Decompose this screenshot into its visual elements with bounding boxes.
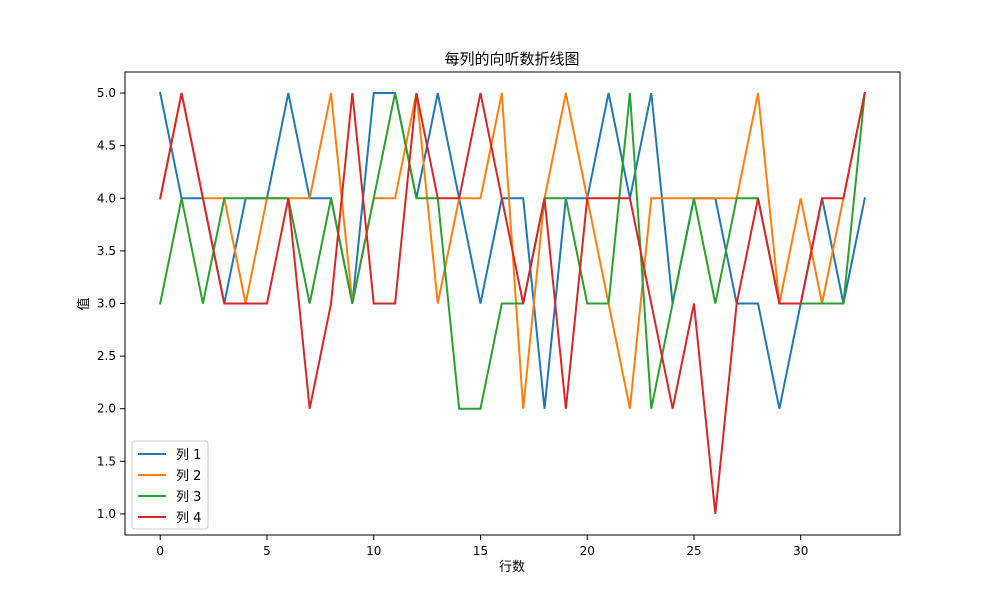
legend-label-3: 列 3: [176, 490, 201, 505]
y-tick-label: 4.5: [97, 139, 116, 153]
y-tick-label: 1.0: [97, 507, 116, 521]
y-tick-label: 3.5: [97, 244, 116, 258]
plot-area: 0 5 10 15 20 25 30 1.0 1.5 2.0 2.5 3.0 3.5 4.0 4.5 5.0: [97, 71, 901, 558]
x-tick-label: 20: [580, 544, 595, 558]
x-tick-label: 0: [156, 544, 164, 558]
x-tick-label: 15: [473, 544, 488, 558]
x-tick-label: 30: [793, 544, 808, 558]
series-line-4: [159, 91, 866, 515]
y-tick-label: 2.0: [97, 402, 116, 416]
chart-title: 每列的向听数折线图: [444, 50, 579, 68]
legend-label-4: 列 4: [176, 511, 201, 526]
legend-label-2: 列 2: [176, 469, 201, 484]
y-tick-label: 1.5: [97, 454, 116, 468]
legend-label-1: 列 1: [176, 448, 201, 463]
x-tick-label: 5: [263, 544, 271, 558]
x-axis-label: 行数: [499, 560, 525, 575]
y-tick-label: 4.0: [97, 191, 116, 205]
series-line-1: [159, 91, 866, 409]
y-tick-label: 3.0: [97, 297, 116, 311]
series-line-3: [159, 91, 866, 410]
y-tick-label: 2.5: [97, 349, 116, 363]
legend: 列 1 列 2 列 3 列 4: [131, 440, 209, 530]
x-tick-label: 25: [686, 544, 701, 558]
y-tick-label: 5.0: [97, 86, 116, 100]
legend-box: [131, 440, 209, 530]
x-tick-label: 10: [366, 544, 381, 558]
y-axis-label: 值: [76, 297, 92, 310]
